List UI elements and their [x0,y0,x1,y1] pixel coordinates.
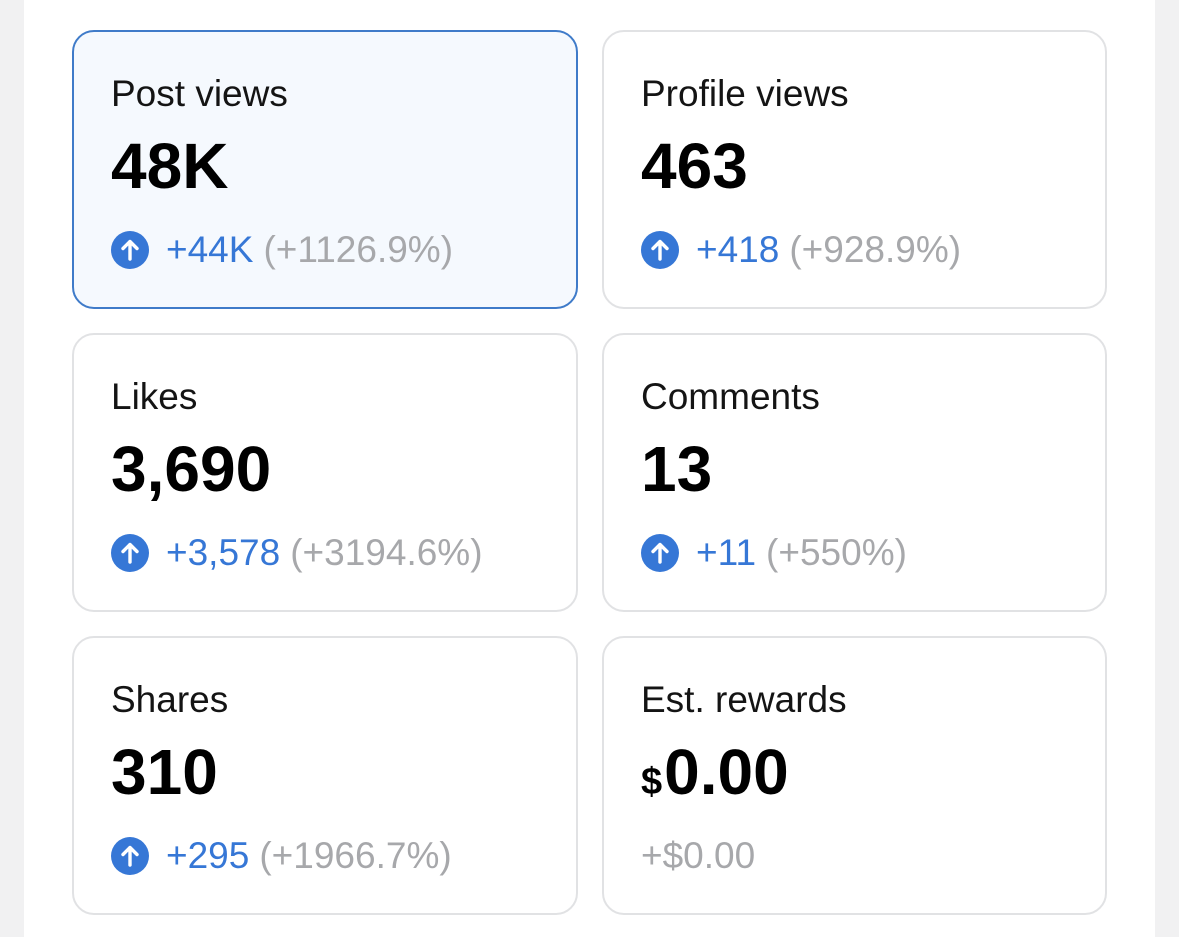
metric-change: +44K (+1126.9%) [111,228,453,272]
metric-change: +295 (+1966.7%) [111,834,452,878]
metric-label: Post views [111,73,288,114]
metric-value: $0.00 [641,736,789,818]
metric-change: +3,578 (+3194.6%) [111,531,483,575]
metric-card-post-views[interactable]: Post views 48K +44K (+1126.9%) [72,30,578,309]
arrow-up-circle-icon [641,534,679,572]
arrow-up-circle-icon [111,837,149,875]
metric-percent: (+3194.6%) [290,532,483,573]
metric-delta: +$0.00 [641,835,756,876]
metric-delta: +295 [166,835,250,876]
metric-amount: 0.00 [664,736,789,808]
metric-change: +418 (+928.9%) [641,228,961,272]
metric-delta: +44K [166,229,254,270]
metric-delta: +418 [696,229,780,270]
arrow-up-circle-icon [641,231,679,269]
metric-value: 3,690 [111,433,272,505]
metric-change: +$0.00 [641,834,755,878]
metric-card-comments[interactable]: Comments 13 +11 (+550%) [602,333,1107,612]
metric-percent: (+550%) [766,532,907,573]
arrow-up-circle-icon [111,534,149,572]
metric-change: +11 (+550%) [641,531,907,575]
metric-delta: +3,578 [166,532,281,573]
metric-label: Profile views [641,73,849,114]
metric-card-shares[interactable]: Shares 310 +295 (+1966.7%) [72,636,578,915]
metric-value: 13 [641,433,713,505]
metric-value: 48K [111,130,229,202]
metric-percent: (+928.9%) [789,229,962,270]
metric-delta: +11 [696,532,757,573]
arrow-up-circle-icon [111,231,149,269]
metric-label: Likes [111,376,198,417]
metric-value: 463 [641,130,748,202]
metric-percent: (+1966.7%) [259,835,452,876]
metric-percent: (+1126.9%) [263,229,454,270]
metric-value: 310 [111,736,218,808]
metric-label: Comments [641,376,820,417]
metric-label: Est. rewards [641,679,847,720]
metric-card-likes[interactable]: Likes 3,690 +3,578 (+3194.6%) [72,333,578,612]
metric-card-est-rewards[interactable]: Est. rewards $0.00 +$0.00 [602,636,1107,915]
metric-card-profile-views[interactable]: Profile views 463 +418 (+928.9%) [602,30,1107,309]
metric-label: Shares [111,679,229,720]
currency-symbol: $ [641,761,663,803]
metrics-grid: Post views 48K +44K (+1126.9%) Profile v… [72,30,1107,915]
metrics-panel: Post views 48K +44K (+1126.9%) Profile v… [24,0,1155,937]
